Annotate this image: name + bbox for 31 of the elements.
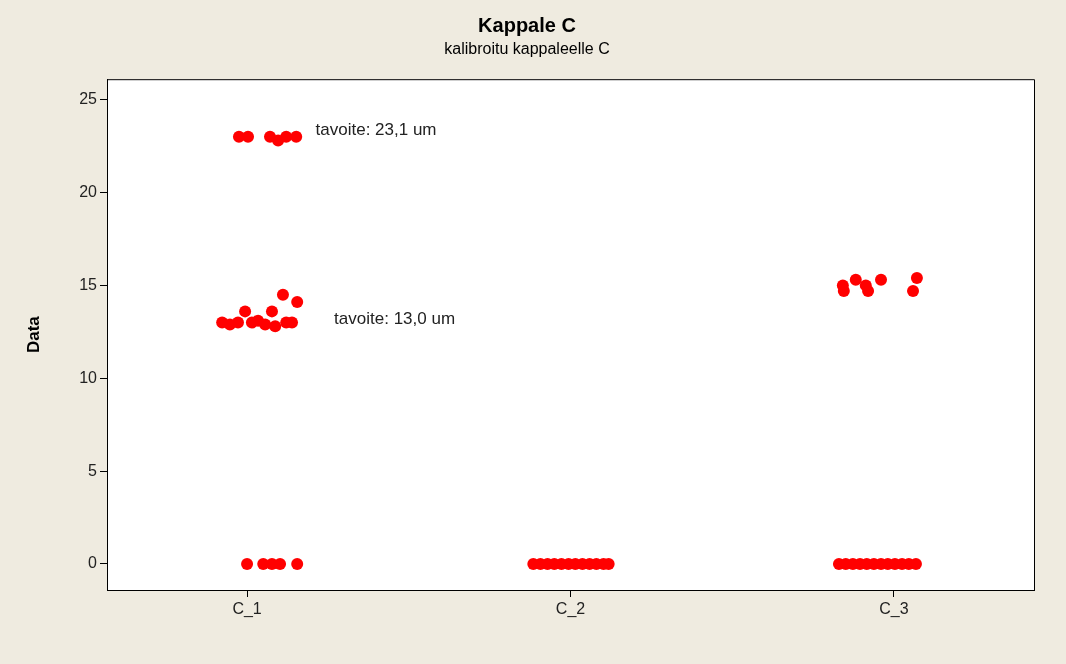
point: [241, 558, 254, 570]
y-tick-label: 10: [79, 368, 98, 386]
point: [259, 318, 272, 331]
point: [280, 130, 293, 143]
point: [849, 273, 862, 286]
point: [274, 558, 287, 570]
point: [265, 305, 278, 318]
point: [290, 130, 303, 143]
point: [291, 296, 304, 309]
x-tick-label: C_1: [232, 600, 262, 619]
x-tick-label: C_2: [555, 600, 586, 619]
y-tick-label: 15: [79, 275, 98, 293]
point: [910, 271, 923, 284]
point: [276, 288, 289, 301]
point: [242, 130, 255, 143]
point: [239, 305, 252, 318]
point: [269, 320, 282, 333]
chart-title: Kappale C: [478, 13, 576, 36]
chart-subtitle: kalibroitu kappaleelle C: [444, 40, 610, 58]
y-tick-label: 20: [79, 182, 98, 200]
y-tick-label: 5: [88, 461, 98, 479]
point: [232, 316, 244, 329]
y-tick-label: 0: [88, 554, 98, 572]
annotation: tavoite: 13,0 um: [334, 308, 456, 328]
x-tick-label: C_3: [879, 600, 909, 619]
y-tick-label: 25: [79, 90, 98, 108]
y-axis-title: Data: [23, 315, 43, 354]
point: [907, 284, 920, 297]
annotation: tavoite: 23,1 um: [315, 119, 437, 139]
point: [875, 273, 888, 286]
point: [291, 558, 304, 570]
